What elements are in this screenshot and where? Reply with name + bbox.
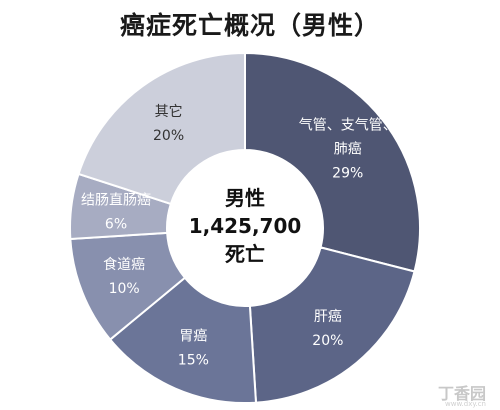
slice-5-name-label: 结肠直肠癌: [81, 192, 151, 209]
slice-6-name-label: 其它: [155, 103, 183, 120]
slice-1-name-label: 肺癌: [334, 141, 362, 157]
slice-1-value-label: 29%: [332, 165, 363, 181]
slice-6-value-label: 20%: [153, 128, 184, 144]
center-label-line2: 1,425,700: [189, 214, 302, 238]
watermark-logo: 丁香园 www.dxy.cn: [437, 380, 486, 408]
chart-slices: [69, 51, 421, 404]
watermark-subtext: www.dxy.cn: [445, 400, 486, 408]
slice-1-name-label: 气管、支气管、: [299, 117, 397, 133]
slice-2-name-label: 肝癌: [314, 309, 342, 325]
chart-slice-labels: 气管、支气管、肺癌 29% 肝癌 20% 胃癌 15% 食道癌 10% 结肠直肠癌 6% 其它 20%: [81, 103, 397, 368]
chart-title: 癌症死亡概况（男性）: [119, 11, 380, 40]
slice-2-value-label: 20%: [312, 333, 343, 349]
slice-1: [244, 51, 421, 273]
slice-5-value-label: 6%: [105, 217, 127, 233]
slice-6: [77, 51, 246, 206]
slice-3-value-label: 15%: [178, 352, 209, 368]
center-label-line3: 死亡: [225, 242, 265, 266]
slice-3-name-label: 胃癌: [179, 328, 207, 344]
center-label: 男性 1,425,700 死亡: [189, 186, 302, 266]
slice-4-value-label: 10%: [109, 281, 140, 297]
watermark-text: 丁香园: [437, 384, 486, 403]
slice-4-name-label: 食道癌: [103, 256, 145, 273]
center-label-line1: 男性: [225, 186, 265, 210]
slice-2: [248, 246, 416, 404]
slice-3: [108, 276, 258, 404]
